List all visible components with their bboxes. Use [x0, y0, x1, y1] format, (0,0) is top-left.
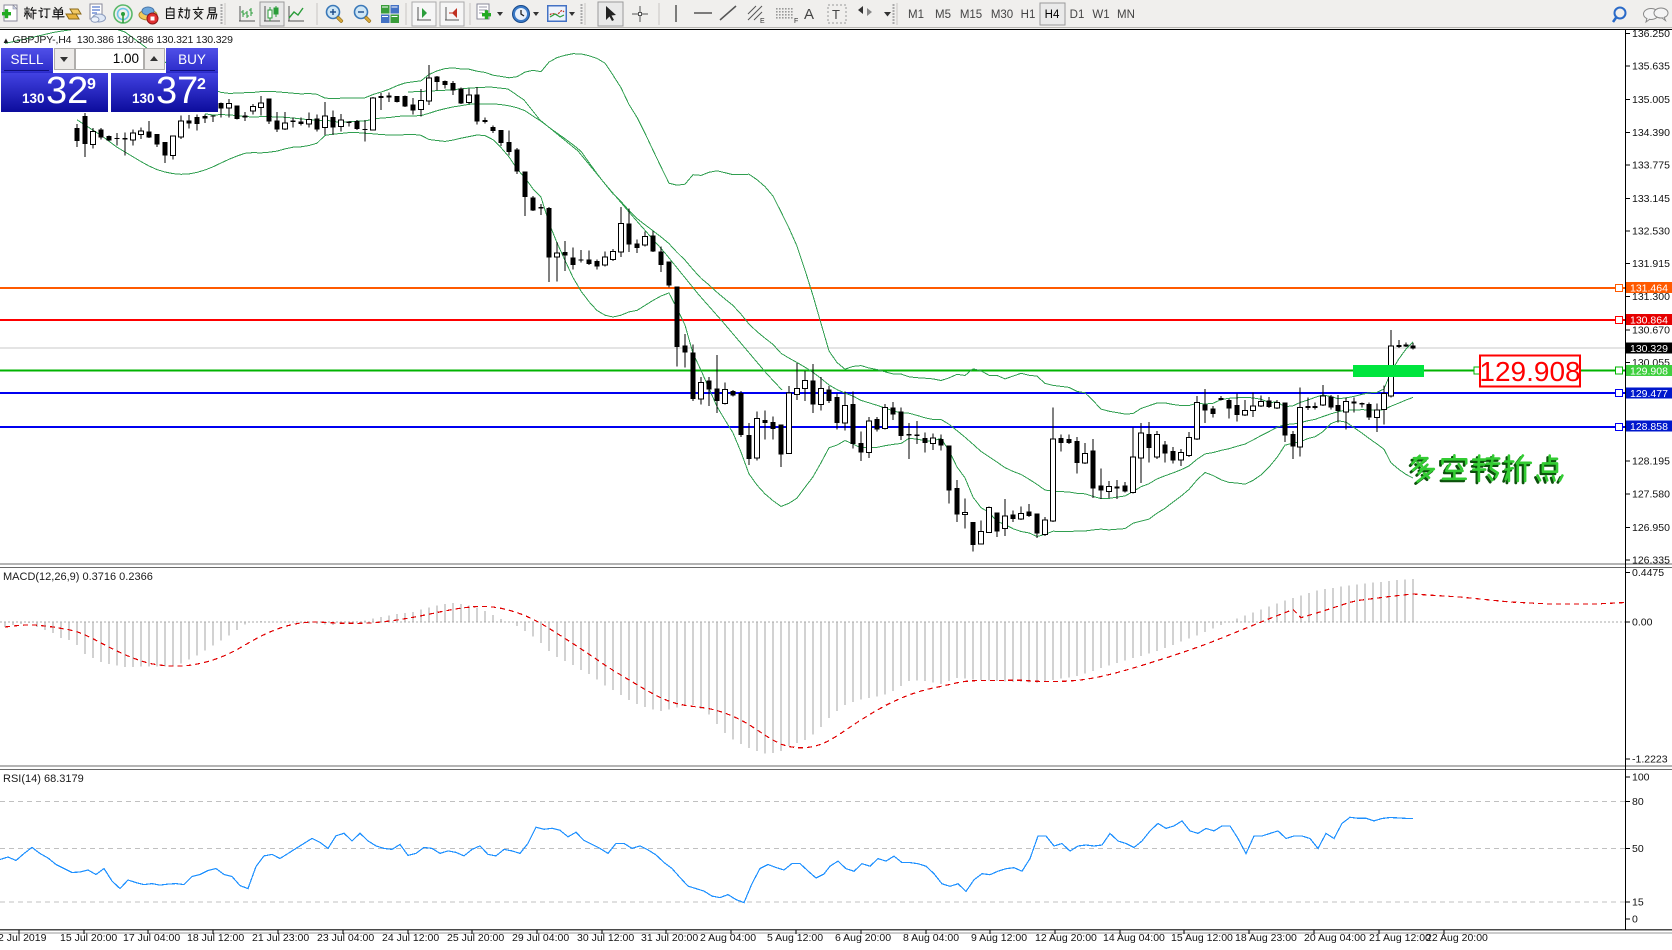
svg-text:MN: MN — [1117, 9, 1135, 21]
svg-text:21 Aug 12:00: 21 Aug 12:00 — [1369, 932, 1431, 944]
svg-text:131.915: 131.915 — [1632, 258, 1670, 270]
svg-text:6 Aug 20:00: 6 Aug 20:00 — [835, 932, 891, 944]
svg-text:24 Jul 12:00: 24 Jul 12:00 — [382, 932, 439, 944]
svg-text:0.00: 0.00 — [1632, 616, 1653, 628]
svg-text:129.908: 129.908 — [1630, 366, 1668, 378]
svg-text:133.775: 133.775 — [1632, 159, 1670, 171]
svg-text:136.250: 136.250 — [1632, 29, 1670, 40]
svg-text:80: 80 — [1632, 796, 1644, 808]
svg-text:130.670: 130.670 — [1632, 324, 1670, 336]
svg-text:-1.2223: -1.2223 — [1632, 753, 1668, 765]
svg-text:MACD(12,26,9) 0.3716 0.2366: MACD(12,26,9) 0.3716 0.2366 — [3, 571, 153, 583]
svg-text:D1: D1 — [1070, 9, 1085, 21]
svg-text:8 Aug 04:00: 8 Aug 04:00 — [903, 932, 959, 944]
svg-text:130.329: 130.329 — [1630, 343, 1668, 355]
svg-text:129.908: 129.908 — [1479, 356, 1580, 387]
svg-text:M5: M5 — [935, 9, 951, 21]
svg-text:14 Aug 04:00: 14 Aug 04:00 — [1103, 932, 1165, 944]
svg-text:17 Jul 04:00: 17 Jul 04:00 — [123, 932, 180, 944]
svg-text:133.145: 133.145 — [1632, 193, 1670, 205]
svg-text:M30: M30 — [991, 9, 1013, 21]
svg-text:H1: H1 — [1021, 9, 1036, 21]
svg-text:130.864: 130.864 — [1630, 315, 1668, 327]
svg-text:15: 15 — [1632, 897, 1644, 909]
svg-text:5 Aug 12:00: 5 Aug 12:00 — [767, 932, 823, 944]
svg-text:M15: M15 — [960, 9, 982, 21]
svg-text:135.635: 135.635 — [1632, 61, 1670, 73]
svg-text:126.335: 126.335 — [1632, 555, 1670, 567]
svg-text:12 Aug 20:00: 12 Aug 20:00 — [1035, 932, 1097, 944]
svg-text:M1: M1 — [908, 9, 924, 21]
svg-text:126.950: 126.950 — [1632, 522, 1670, 534]
svg-text:132.530: 132.530 — [1632, 226, 1670, 238]
svg-text:18 Jul 12:00: 18 Jul 12:00 — [187, 932, 244, 944]
svg-text:128.858: 128.858 — [1630, 421, 1668, 433]
svg-text:25 Jul 20:00: 25 Jul 20:00 — [447, 932, 504, 944]
svg-text:31 Jul 20:00: 31 Jul 20:00 — [641, 932, 698, 944]
svg-text:F: F — [794, 18, 798, 25]
svg-text:135.005: 135.005 — [1632, 94, 1670, 106]
svg-text:134.390: 134.390 — [1632, 127, 1670, 139]
svg-text:129.477: 129.477 — [1630, 388, 1668, 400]
svg-text:0.4475: 0.4475 — [1632, 567, 1664, 579]
svg-text:15 Jul 20:00: 15 Jul 20:00 — [60, 932, 117, 944]
svg-text:127.580: 127.580 — [1632, 488, 1670, 500]
svg-text:0: 0 — [1632, 914, 1638, 926]
svg-text:T: T — [832, 7, 840, 22]
svg-text:30 Jul 12:00: 30 Jul 12:00 — [577, 932, 634, 944]
svg-text:9 Aug 12:00: 9 Aug 12:00 — [971, 932, 1027, 944]
svg-text:128.195: 128.195 — [1632, 456, 1670, 468]
svg-text:A: A — [804, 6, 814, 23]
svg-text:21 Jul 23:00: 21 Jul 23:00 — [252, 932, 309, 944]
svg-text:50: 50 — [1632, 843, 1644, 855]
svg-text:23 Jul 04:00: 23 Jul 04:00 — [317, 932, 374, 944]
svg-text:W1: W1 — [1092, 9, 1109, 21]
svg-text:131.464: 131.464 — [1630, 283, 1668, 295]
svg-text:RSI(14) 68.3179: RSI(14) 68.3179 — [3, 773, 84, 785]
svg-text:15 Aug 12:00: 15 Aug 12:00 — [1171, 932, 1233, 944]
svg-text:2 Jul 2019: 2 Jul 2019 — [0, 932, 47, 944]
svg-text:E: E — [760, 18, 765, 25]
svg-text:22 Aug 20:00: 22 Aug 20:00 — [1426, 932, 1488, 944]
svg-text:131.300: 131.300 — [1632, 291, 1670, 303]
svg-text:29 Jul 04:00: 29 Jul 04:00 — [512, 932, 569, 944]
svg-text:20 Aug 04:00: 20 Aug 04:00 — [1304, 932, 1366, 944]
svg-text:H4: H4 — [1045, 9, 1060, 21]
svg-text:2 Aug 04:00: 2 Aug 04:00 — [700, 932, 756, 944]
svg-text:100: 100 — [1632, 772, 1650, 784]
svg-text:18 Aug 23:00: 18 Aug 23:00 — [1235, 932, 1297, 944]
